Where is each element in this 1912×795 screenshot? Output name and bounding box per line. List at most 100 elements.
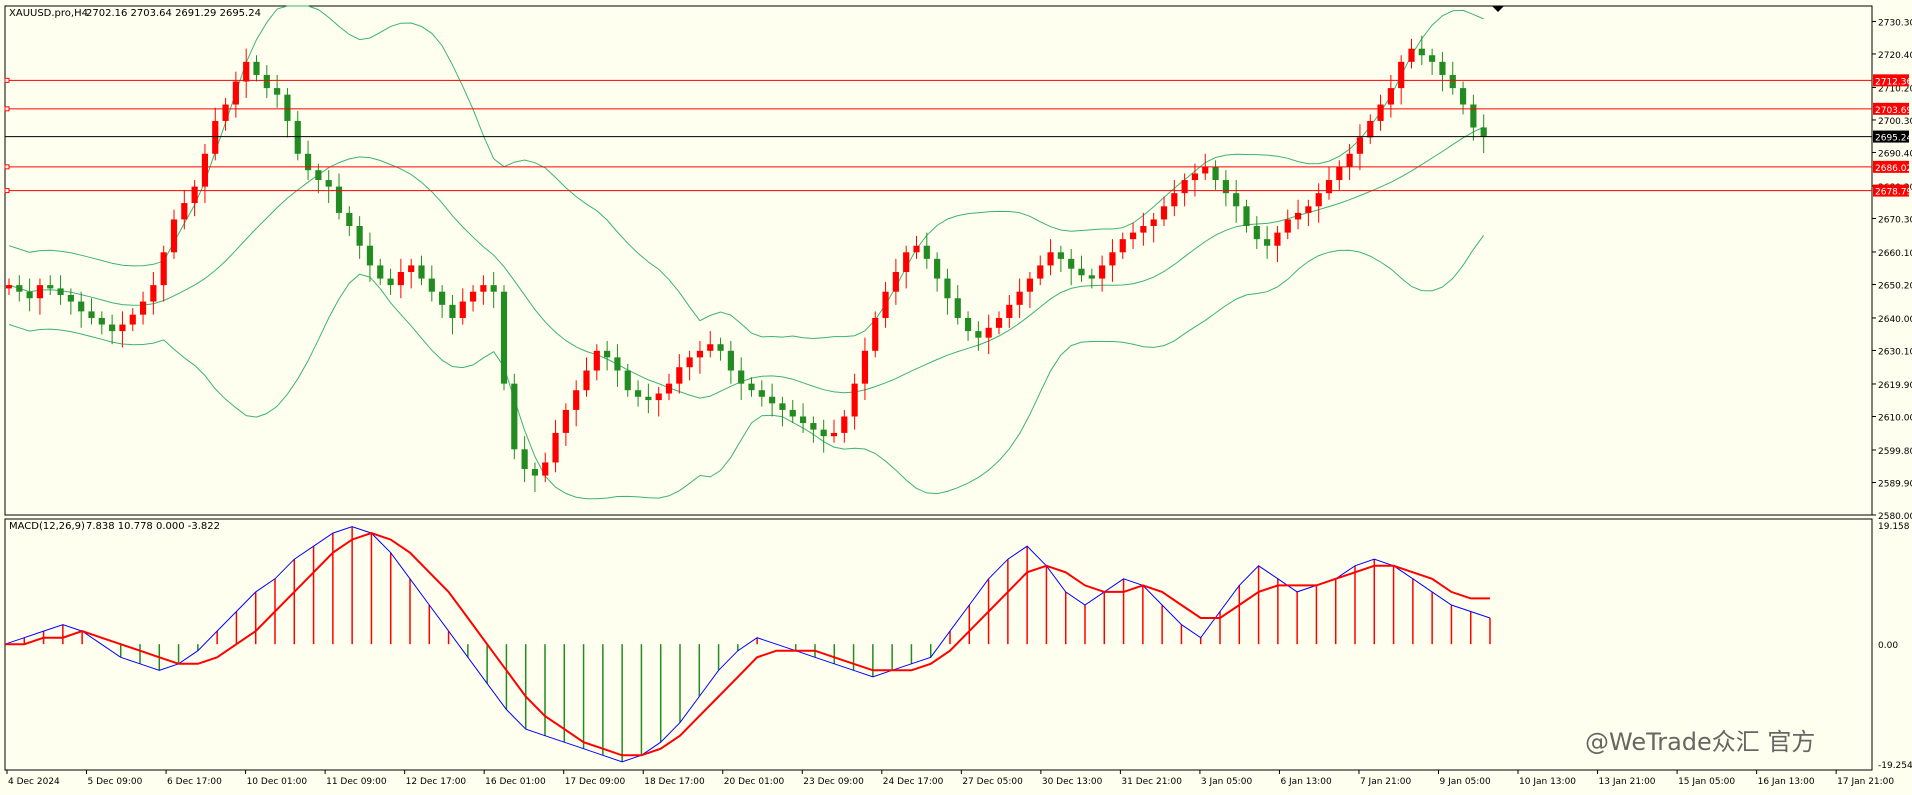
bull-candle[interactable] xyxy=(1006,304,1013,318)
bull-candle[interactable] xyxy=(1315,193,1322,207)
bear-candle[interactable] xyxy=(98,317,105,325)
bear-candle[interactable] xyxy=(67,294,74,302)
bull-candle[interactable] xyxy=(150,285,157,302)
bull-candle[interactable] xyxy=(1160,206,1168,220)
bear-candle[interactable] xyxy=(449,304,456,318)
bull-candle[interactable] xyxy=(459,301,466,318)
bear-candle[interactable] xyxy=(253,61,260,75)
bull-candle[interactable] xyxy=(160,252,167,286)
bull-candle[interactable] xyxy=(1026,278,1034,292)
bear-candle[interactable] xyxy=(274,88,281,95)
bear-candle[interactable] xyxy=(727,350,734,371)
bull-candle[interactable] xyxy=(913,245,920,253)
bear-candle[interactable] xyxy=(769,396,776,404)
bear-candle[interactable] xyxy=(1459,88,1467,105)
bull-candle[interactable] xyxy=(542,462,549,476)
bear-candle[interactable] xyxy=(304,153,312,171)
bear-candle[interactable] xyxy=(738,370,745,384)
bull-candle[interactable] xyxy=(1181,180,1188,194)
bull-candle[interactable] xyxy=(583,370,590,391)
bull-candle[interactable] xyxy=(1202,166,1209,174)
bull-candle[interactable] xyxy=(36,285,44,299)
bull-candle[interactable] xyxy=(119,324,126,332)
bear-candle[interactable] xyxy=(490,285,497,292)
bear-candle[interactable] xyxy=(604,350,611,358)
bull-candle[interactable] xyxy=(232,81,239,105)
bull-candle[interactable] xyxy=(1150,219,1157,227)
level-anchor-icon[interactable] xyxy=(4,77,10,83)
bull-candle[interactable] xyxy=(851,383,858,417)
bear-candle[interactable] xyxy=(964,317,972,332)
bull-candle[interactable] xyxy=(1377,104,1384,121)
bear-candle[interactable] xyxy=(511,383,518,450)
bear-candle[interactable] xyxy=(748,383,755,391)
bull-candle[interactable] xyxy=(830,432,838,437)
bull-candle[interactable] xyxy=(707,344,714,351)
level-anchor-icon[interactable] xyxy=(4,106,10,112)
bull-candle[interactable] xyxy=(1387,88,1394,105)
bear-candle[interactable] xyxy=(934,258,941,279)
bull-candle[interactable] xyxy=(480,285,487,292)
level-anchor-icon[interactable] xyxy=(4,188,10,194)
bull-candle[interactable] xyxy=(1367,120,1374,138)
bull-candle[interactable] xyxy=(243,61,250,82)
bull-candle[interactable] xyxy=(201,153,209,187)
level-anchor-icon[interactable] xyxy=(4,164,10,170)
bull-candle[interactable] xyxy=(1325,180,1333,194)
bear-candle[interactable] xyxy=(624,370,631,391)
bear-candle[interactable] xyxy=(1068,258,1075,269)
bull-candle[interactable] xyxy=(469,291,477,302)
bull-candle[interactable] xyxy=(1037,265,1044,279)
bear-candle[interactable] xyxy=(1439,61,1446,75)
bull-candle[interactable] xyxy=(872,317,879,351)
bear-candle[interactable] xyxy=(47,285,54,289)
bear-candle[interactable] xyxy=(531,469,539,476)
bear-candle[interactable] xyxy=(57,288,64,295)
bear-candle[interactable] xyxy=(923,245,930,259)
bear-candle[interactable] xyxy=(614,357,621,371)
bull-candle[interactable] xyxy=(985,327,992,338)
bull-candle[interactable] xyxy=(1109,252,1116,266)
bull-candle[interactable] xyxy=(593,350,600,371)
bear-candle[interactable] xyxy=(346,212,353,227)
bull-candle[interactable] xyxy=(181,203,188,220)
bear-candle[interactable] xyxy=(418,265,425,279)
bull-candle[interactable] xyxy=(222,104,229,121)
bull-candle[interactable] xyxy=(995,317,1003,328)
bear-candle[interactable] xyxy=(263,74,270,89)
bear-candle[interactable] xyxy=(944,278,951,299)
bear-candle[interactable] xyxy=(500,291,508,384)
bull-candle[interactable] xyxy=(1356,137,1364,154)
bear-candle[interactable] xyxy=(758,390,765,397)
bull-candle[interactable] xyxy=(892,271,899,292)
bear-candle[interactable] xyxy=(315,170,322,181)
bear-candle[interactable] xyxy=(78,301,85,312)
bear-candle[interactable] xyxy=(1057,252,1064,259)
bull-candle[interactable] xyxy=(696,350,704,358)
chart-shift-marker-icon[interactable] xyxy=(1492,6,1504,12)
bear-candle[interactable] xyxy=(521,449,528,470)
bear-candle[interactable] xyxy=(294,120,301,154)
bull-candle[interactable] xyxy=(408,265,415,272)
bull-candle[interactable] xyxy=(1016,291,1023,305)
bear-candle[interactable] xyxy=(284,94,291,121)
price-panel[interactable] xyxy=(4,5,1873,516)
bull-candle[interactable] xyxy=(1191,173,1199,181)
bull-candle[interactable] xyxy=(1305,206,1312,213)
bear-candle[interactable] xyxy=(387,278,394,286)
bull-candle[interactable] xyxy=(882,291,889,318)
bull-candle[interactable] xyxy=(1408,48,1415,62)
bull-candle[interactable] xyxy=(191,186,198,204)
bull-candle[interactable] xyxy=(1274,232,1281,246)
bull-candle[interactable] xyxy=(573,390,580,410)
bull-candle[interactable] xyxy=(841,416,848,433)
bear-candle[interactable] xyxy=(366,245,374,266)
bull-candle[interactable] xyxy=(552,432,559,463)
bear-candle[interactable] xyxy=(439,291,446,305)
bear-candle[interactable] xyxy=(1222,180,1229,194)
bear-candle[interactable] xyxy=(377,265,384,279)
bull-candle[interactable] xyxy=(1171,193,1178,207)
bull-candle[interactable] xyxy=(655,393,662,401)
bear-candle[interactable] xyxy=(645,396,652,401)
